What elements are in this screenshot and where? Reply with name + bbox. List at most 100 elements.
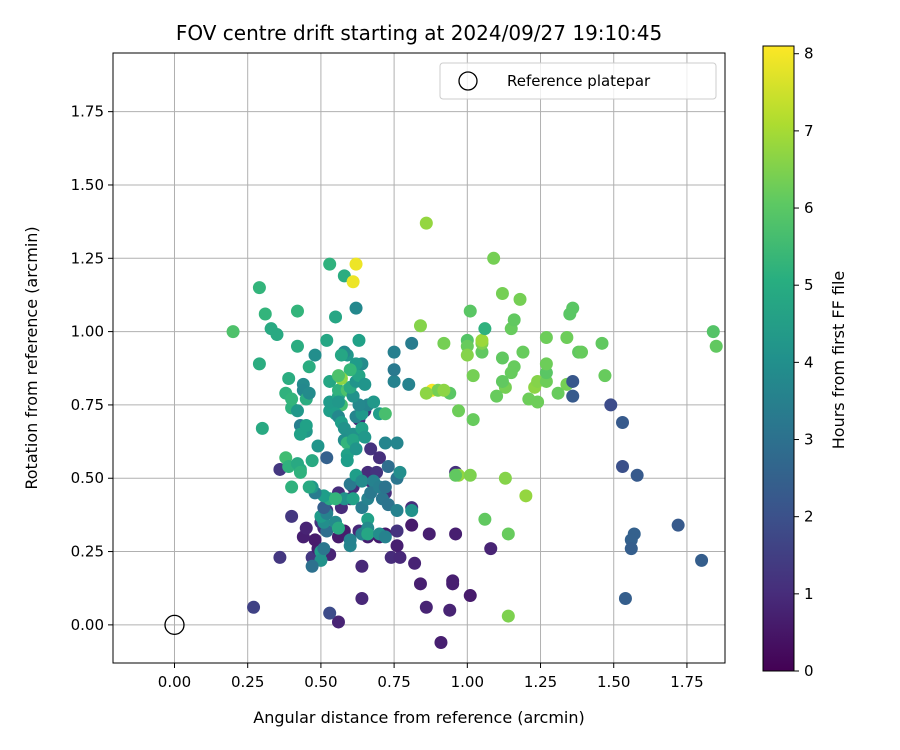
data-point (595, 336, 609, 350)
data-point (706, 325, 720, 339)
data-point (513, 292, 527, 306)
data-point (364, 442, 378, 456)
data-point (320, 451, 334, 465)
data-point (419, 386, 433, 400)
colorbar-gradient (762, 45, 795, 672)
chart-title: FOV centre drift starting at 2024/09/27 … (176, 21, 662, 45)
data-point (560, 330, 574, 344)
colorbar-tick-label: 5 (804, 276, 814, 294)
data-point (419, 600, 433, 614)
plot-frame (112, 52, 726, 664)
colorbar-tick-label: 6 (804, 199, 814, 217)
y-axis-ticks: 0.00 0.25 0.50 0.75 1.00 1.25 1.50 1.75 (71, 103, 113, 634)
data-point (466, 369, 480, 383)
data-point (290, 304, 304, 318)
data-point (273, 550, 287, 564)
data-point (358, 377, 372, 391)
data-point (378, 480, 392, 494)
data-point (367, 395, 381, 409)
data-point (331, 615, 345, 629)
data-point (255, 421, 269, 435)
data-point (419, 216, 433, 230)
data-point (285, 509, 299, 523)
data-point (539, 330, 553, 344)
reference-marker (164, 614, 185, 636)
data-point (334, 348, 348, 362)
data-point (358, 430, 372, 444)
data-point (352, 333, 366, 347)
data-point (630, 468, 644, 482)
y-tick-label: 1.75 (71, 103, 104, 121)
data-point (478, 322, 492, 336)
colorbar-tick-label: 3 (804, 431, 814, 449)
data-point (408, 556, 422, 570)
data-point (349, 442, 363, 456)
data-point (466, 413, 480, 427)
data-point (252, 357, 266, 371)
data-point (331, 521, 345, 535)
data-point (311, 439, 325, 453)
data-point (323, 606, 337, 620)
legend-label: Reference platepar (507, 72, 651, 90)
data-point (305, 559, 319, 573)
data-point (501, 527, 515, 541)
data-point (302, 480, 316, 494)
colorbar-tick-label: 7 (804, 122, 814, 140)
data-point (305, 454, 319, 468)
data-point (302, 360, 316, 374)
x-tick-label: 1.00 (451, 673, 484, 691)
data-point (372, 451, 386, 465)
data-point (671, 518, 685, 532)
data-point (598, 369, 612, 383)
data-point (624, 542, 638, 556)
data-point (695, 553, 709, 567)
x-tick-label: 0.00 (158, 673, 191, 691)
data-point (484, 542, 498, 556)
data-point (616, 416, 630, 430)
data-point (390, 436, 404, 450)
data-point (449, 527, 463, 541)
x-axis-ticks: 0.00 0.25 0.50 0.75 1.00 1.25 1.50 1.75 (158, 663, 704, 691)
legend: Reference platepar (439, 62, 717, 100)
legend-marker (458, 71, 478, 91)
data-point (323, 257, 337, 271)
data-point (258, 307, 272, 321)
data-point (378, 436, 392, 450)
data-point (282, 372, 296, 386)
x-tick-label: 0.50 (304, 673, 337, 691)
data-point (320, 333, 334, 347)
data-point (346, 275, 360, 289)
y-tick-label: 0.50 (71, 469, 104, 487)
y-tick-label: 1.50 (71, 176, 104, 194)
data-point (422, 527, 436, 541)
data-point (299, 418, 313, 432)
data-point (329, 310, 343, 324)
data-point (405, 336, 419, 350)
data-point (539, 357, 553, 371)
x-tick-label: 1.25 (524, 673, 557, 691)
x-tick-label: 1.75 (670, 673, 703, 691)
y-axis-label: Rotation from reference (arcmin) (22, 226, 41, 489)
y-tick-label: 0.25 (71, 543, 104, 561)
y-tick-label: 1.25 (71, 249, 104, 267)
data-point (355, 559, 369, 573)
data-point (604, 398, 618, 412)
data-point (355, 474, 369, 488)
data-point (264, 322, 278, 336)
data-point (490, 389, 504, 403)
data-point (331, 369, 345, 383)
data-point (405, 504, 419, 517)
data-point (495, 374, 509, 388)
data-point (551, 386, 565, 400)
colorbar-tick-label: 1 (804, 585, 814, 603)
data-point (413, 319, 427, 333)
data-point (413, 577, 427, 591)
data-point (452, 404, 466, 418)
data-point (290, 404, 304, 418)
data-point (387, 363, 401, 377)
data-point (519, 489, 533, 503)
data-point (463, 468, 477, 482)
data-point (299, 521, 313, 535)
colorbar-tick-label: 2 (804, 508, 814, 526)
data-point (329, 492, 343, 506)
